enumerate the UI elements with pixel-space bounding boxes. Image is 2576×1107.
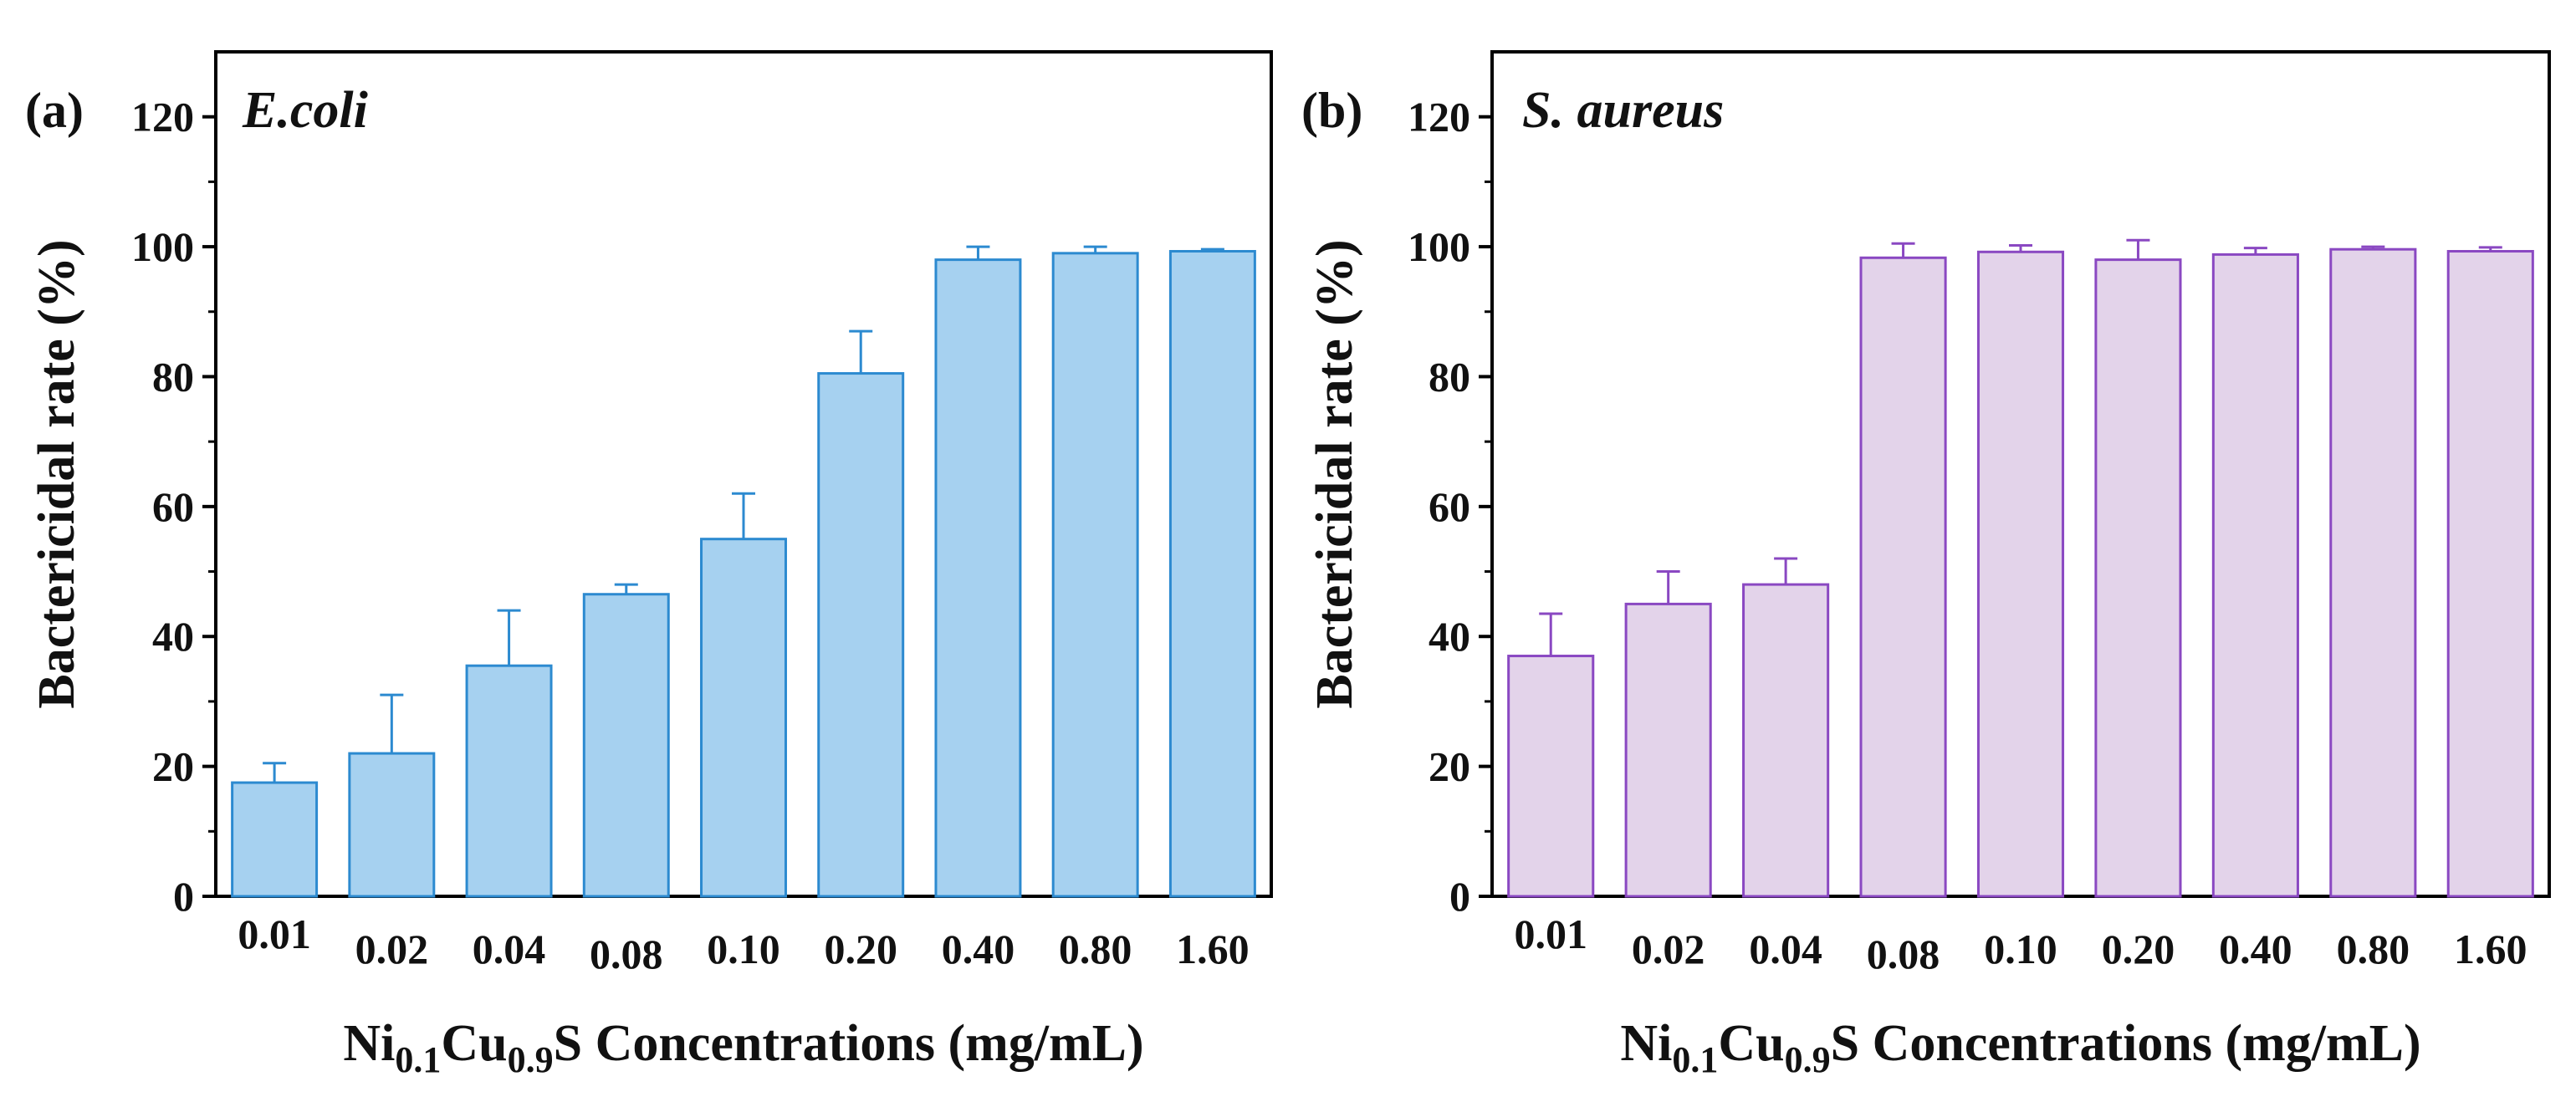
x-tick-label: 0.80 — [2337, 926, 2410, 972]
y-tick-label: 0 — [1449, 873, 1470, 920]
bar — [1859, 256, 1947, 898]
x-axis-title-part: S Concentrations (mg/mL) — [554, 1015, 1144, 1072]
x-axis-title-part: Cu — [1718, 1015, 1784, 1072]
x-tick-label: 0.01 — [238, 911, 311, 957]
panel-label: (a) — [25, 83, 84, 138]
chart-panel-b: 0 20 40 60 80 100 120 0.01 0.02 0.04 0.08 0.10 0.20… — [1301, 50, 2551, 1080]
y-tick-label: 100 — [1408, 223, 1470, 270]
x-tick-label: 0.20 — [824, 926, 897, 972]
y-axis-title: Bactericidal rate (%) — [1306, 239, 1363, 708]
x-axis-title-subscript: 0.1 — [1672, 1039, 1718, 1080]
organism-annotation: S. aureus — [1522, 82, 1724, 139]
y-tick-label: 120 — [1408, 94, 1470, 140]
x-tick-label: 0.08 — [1867, 931, 1940, 977]
bar — [2211, 253, 2299, 898]
x-tick-label: 0.04 — [473, 926, 546, 972]
axis-ticks: 0 20 40 60 80 100 120 — [131, 94, 216, 920]
y-axis-title: Bactericidal rate (%) — [28, 239, 85, 708]
x-axis-title: Ni0.1Cu0.9S Concentrations (mg/mL) — [1620, 1015, 2420, 1080]
x-axis-title-part: S Concentrations (mg/mL) — [1831, 1015, 2421, 1072]
bar — [582, 593, 670, 898]
bar — [1168, 250, 1256, 898]
x-axis-title-subscript: 0.9 — [508, 1039, 554, 1080]
x-tick-label: 0.40 — [942, 926, 1015, 972]
x-tick-label: 0.02 — [1632, 926, 1705, 972]
x-axis-title-subscript: 0.9 — [1785, 1039, 1831, 1080]
x-tick-label: 0.08 — [590, 931, 663, 977]
bar — [1976, 250, 2065, 898]
x-tick-label: 0.40 — [2219, 926, 2292, 972]
bar — [1624, 602, 1712, 898]
y-tick-label: 40 — [152, 613, 194, 660]
y-tick-label: 120 — [131, 94, 194, 140]
bar — [934, 258, 1022, 898]
bar — [1507, 655, 1595, 898]
x-tick-label: 0.01 — [1514, 911, 1587, 957]
bar — [2329, 247, 2417, 898]
y-tick-label: 80 — [152, 353, 194, 400]
y-tick-label: 40 — [1429, 613, 1470, 660]
y-tick-label: 20 — [1429, 743, 1470, 790]
y-tick-label: 20 — [152, 743, 194, 790]
x-tick-label: 1.60 — [1176, 926, 1250, 972]
bar — [348, 752, 436, 898]
bar — [700, 538, 787, 898]
x-axis-title-subscript: 0.1 — [395, 1039, 441, 1080]
y-tick-label: 100 — [131, 223, 194, 270]
organism-annotation: E.coli — [242, 82, 368, 139]
chart-panel-a: 0 20 40 60 80 100 120 0.01 0.02 0.04 0.08 0.10 0.20… — [25, 50, 1273, 1080]
bar — [1051, 252, 1139, 898]
bar — [2094, 258, 2182, 898]
x-tick-label: 0.02 — [355, 926, 429, 972]
x-axis-title-part: Cu — [441, 1015, 507, 1072]
x-tick-label: 1.60 — [2454, 926, 2527, 972]
bar-series: 0.01 0.02 0.04 0.08 0.10 0.20 0.40 0.80 1.60 — [231, 245, 1256, 977]
x-axis-title-part: Ni — [343, 1015, 395, 1072]
y-tick-label: 0 — [173, 873, 194, 920]
bar — [465, 664, 553, 898]
x-tick-label: 0.10 — [707, 926, 780, 972]
bar — [2446, 250, 2534, 898]
bar-series: 0.01 0.02 0.04 0.08 0.10 0.20 0.40 0.80 1.60 — [1507, 238, 2534, 977]
y-tick-label: 80 — [1429, 353, 1470, 400]
bar — [1742, 583, 1830, 898]
x-tick-label: 0.20 — [2102, 926, 2175, 972]
x-tick-label: 0.80 — [1059, 926, 1132, 972]
x-axis-title: Ni0.1Cu0.9S Concentrations (mg/mL) — [343, 1015, 1143, 1080]
y-tick-label: 60 — [152, 483, 194, 530]
y-tick-label: 60 — [1429, 483, 1470, 530]
panel-label: (b) — [1301, 83, 1362, 138]
x-tick-label: 0.10 — [1984, 926, 2057, 972]
x-axis-title-part: Ni — [1620, 1015, 1672, 1072]
axis-ticks: 0 20 40 60 80 100 120 — [1408, 94, 1492, 920]
bar — [231, 781, 319, 898]
x-tick-label: 0.04 — [1749, 926, 1822, 972]
bar — [817, 372, 905, 898]
